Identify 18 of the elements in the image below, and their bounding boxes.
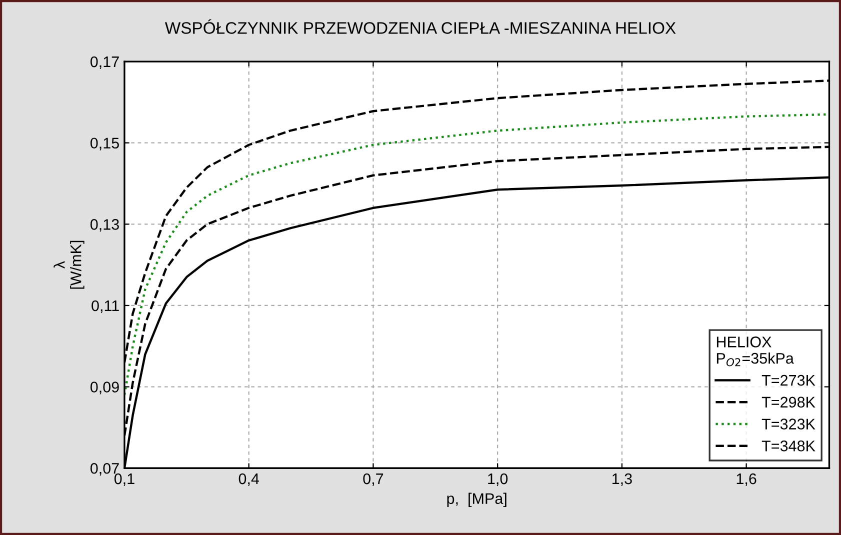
x-tick-label: 0,7: [363, 473, 384, 486]
y-tick-label: 0,13: [90, 219, 119, 232]
y-tick-label: 0,09: [90, 382, 119, 394]
legend-title: HELIOX P$_{O2}$=35kPa: [716, 336, 794, 366]
x-tick-label: 1,0: [488, 473, 508, 486]
y-tick-label: 0,15: [90, 138, 119, 150]
legend-label: T=298K: [762, 396, 816, 408]
legend-label: T=348K: [762, 440, 816, 452]
y-tick-label: 0,11: [92, 300, 119, 313]
y-tick-label: 0,17: [90, 56, 119, 70]
legend-label: T=323K: [762, 418, 816, 430]
x-tick-label: 1,6: [736, 473, 756, 486]
y-axis-title: λ [W/mK]: [54, 240, 84, 289]
x-axis-title: p, [MPa]: [447, 492, 506, 508]
x-tick-label: 0,4: [238, 473, 260, 486]
legend-label: T=273K: [762, 374, 816, 386]
chart-title: WSPÓŁCZYNNIK PRZEWODZENIA CIEPŁA -MIESZANINA HELIOX: [164, 19, 676, 34]
x-tick-label: 1,3: [612, 473, 632, 486]
